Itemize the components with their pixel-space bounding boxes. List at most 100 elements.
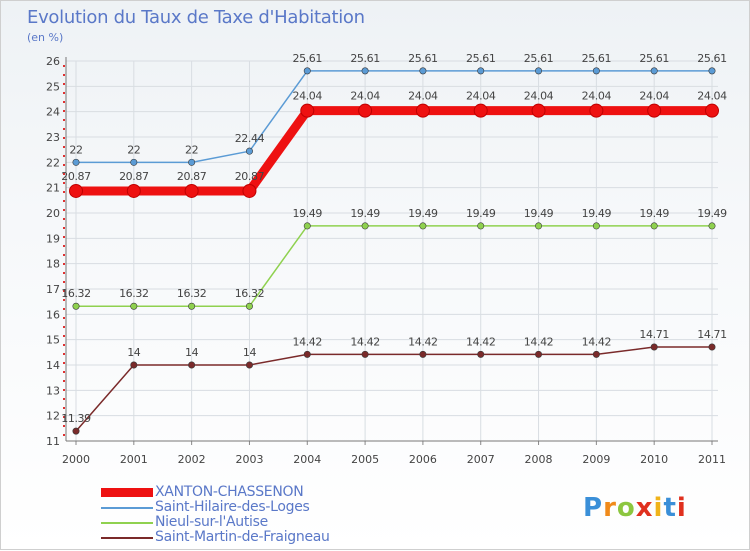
- data-point: [647, 103, 662, 118]
- x-tick-label: 2007: [467, 453, 495, 466]
- series-layer: [69, 67, 719, 435]
- data-label: 22.44: [235, 132, 265, 145]
- data-point: [477, 67, 485, 75]
- y-tick-label: 16: [46, 308, 60, 321]
- logo-letter: o: [616, 493, 636, 523]
- data-label: 24.04: [524, 90, 554, 103]
- data-point: [708, 343, 716, 351]
- data-label: 19.49: [524, 207, 554, 220]
- legend-label: XANTON-CHASSENON: [155, 484, 304, 500]
- data-point: [589, 103, 604, 118]
- data-point: [72, 158, 80, 166]
- data-point: [419, 350, 427, 358]
- data-label: 20.87: [235, 170, 265, 183]
- data-label: 20.87: [177, 170, 207, 183]
- series-line-1: [75, 70, 713, 164]
- data-label: 25.61: [466, 52, 496, 65]
- data-point: [419, 67, 427, 75]
- legend: XANTON-CHASSENON Saint-Hilaire-des-Loges N…: [101, 485, 330, 545]
- data-label: 22: [69, 143, 82, 156]
- data-label: 19.49: [350, 207, 380, 220]
- legend-item: Nieul-sur-l'Autise: [101, 515, 330, 530]
- data-label: 25.61: [524, 52, 554, 65]
- logo-letter: P: [583, 493, 604, 523]
- logo-letter: i: [653, 493, 664, 523]
- data-label: 24.04: [350, 90, 380, 103]
- y-tick-label: 26: [46, 55, 60, 68]
- data-point: [650, 222, 658, 230]
- y-tick-label: 24: [46, 106, 60, 119]
- data-point: [592, 222, 600, 230]
- data-point: [358, 103, 373, 118]
- data-point: [477, 222, 485, 230]
- chart-title: Evolution du Taux de Taxe d'Habitation: [27, 7, 365, 28]
- data-point: [361, 222, 369, 230]
- data-label: 19.49: [293, 207, 323, 220]
- data-point: [303, 222, 311, 230]
- data-point: [242, 183, 257, 198]
- data-point: [477, 350, 485, 358]
- x-tick-label: 2004: [293, 453, 321, 466]
- data-label: 16.32: [235, 287, 265, 300]
- data-point: [300, 103, 315, 118]
- data-point: [130, 361, 138, 369]
- y-tick-label: 12: [46, 410, 60, 423]
- data-label: 25.61: [408, 52, 438, 65]
- data-label: 24.04: [582, 90, 612, 103]
- data-point: [188, 302, 196, 310]
- data-label: 19.49: [582, 207, 612, 220]
- data-label: 14.42: [524, 335, 554, 348]
- data-label: 14.42: [408, 335, 438, 348]
- data-point: [650, 343, 658, 351]
- y-tick-labels: 11 12 13 14 15 16 17 18 19 20 21 22 23 24 25 26: [46, 55, 60, 448]
- data-label: 24.04: [697, 90, 727, 103]
- legend-swatch: [101, 506, 153, 509]
- y-tick-label: 17: [46, 283, 60, 296]
- data-label: 14: [243, 346, 257, 359]
- data-label: 16.32: [119, 287, 149, 300]
- data-point: [245, 147, 253, 155]
- data-point: [705, 103, 719, 118]
- data-label: 20.87: [119, 170, 149, 183]
- data-point: [419, 222, 427, 230]
- data-point: [708, 67, 716, 75]
- logo-letter: r: [603, 493, 617, 523]
- data-point: [531, 103, 546, 118]
- data-label: 25.61: [293, 52, 323, 65]
- data-label: 19.49: [697, 207, 727, 220]
- data-label: 14.42: [582, 335, 612, 348]
- data-point: [361, 67, 369, 75]
- y-tick-label: 14: [46, 359, 60, 372]
- data-point: [188, 361, 196, 369]
- data-point: [650, 67, 658, 75]
- data-label: 24.04: [408, 90, 438, 103]
- data-point: [473, 103, 488, 118]
- data-label: 14.42: [466, 335, 496, 348]
- data-label: 16.32: [61, 287, 91, 300]
- x-tick-label: 2010: [640, 453, 668, 466]
- y-tick-label: 20: [46, 207, 60, 220]
- data-label: 14.42: [350, 335, 380, 348]
- legend-swatch: [101, 521, 153, 524]
- logo-letter: t: [663, 493, 677, 523]
- data-point: [184, 183, 199, 198]
- series-line-2: [75, 225, 713, 307]
- data-label: 25.61: [639, 52, 669, 65]
- data-point: [126, 183, 141, 198]
- data-label: 14: [127, 346, 141, 359]
- legend-item: XANTON-CHASSENON: [101, 485, 330, 500]
- data-label: 19.49: [639, 207, 669, 220]
- data-label: 22: [127, 143, 140, 156]
- x-tick-label: 2009: [582, 453, 610, 466]
- data-point: [72, 302, 80, 310]
- x-tick-labels: 2000 2001 2002 2003 2004 2005 2006 2007 2008 2009…: [62, 453, 726, 466]
- data-point: [130, 302, 138, 310]
- data-point: [361, 350, 369, 358]
- data-label: 24.04: [466, 90, 496, 103]
- data-point: [592, 350, 600, 358]
- data-point: [69, 183, 83, 198]
- y-tick-label: 18: [46, 258, 60, 271]
- legend-swatch: [101, 488, 153, 497]
- y-tick-label: 22: [46, 156, 60, 169]
- data-label: 19.49: [408, 207, 438, 220]
